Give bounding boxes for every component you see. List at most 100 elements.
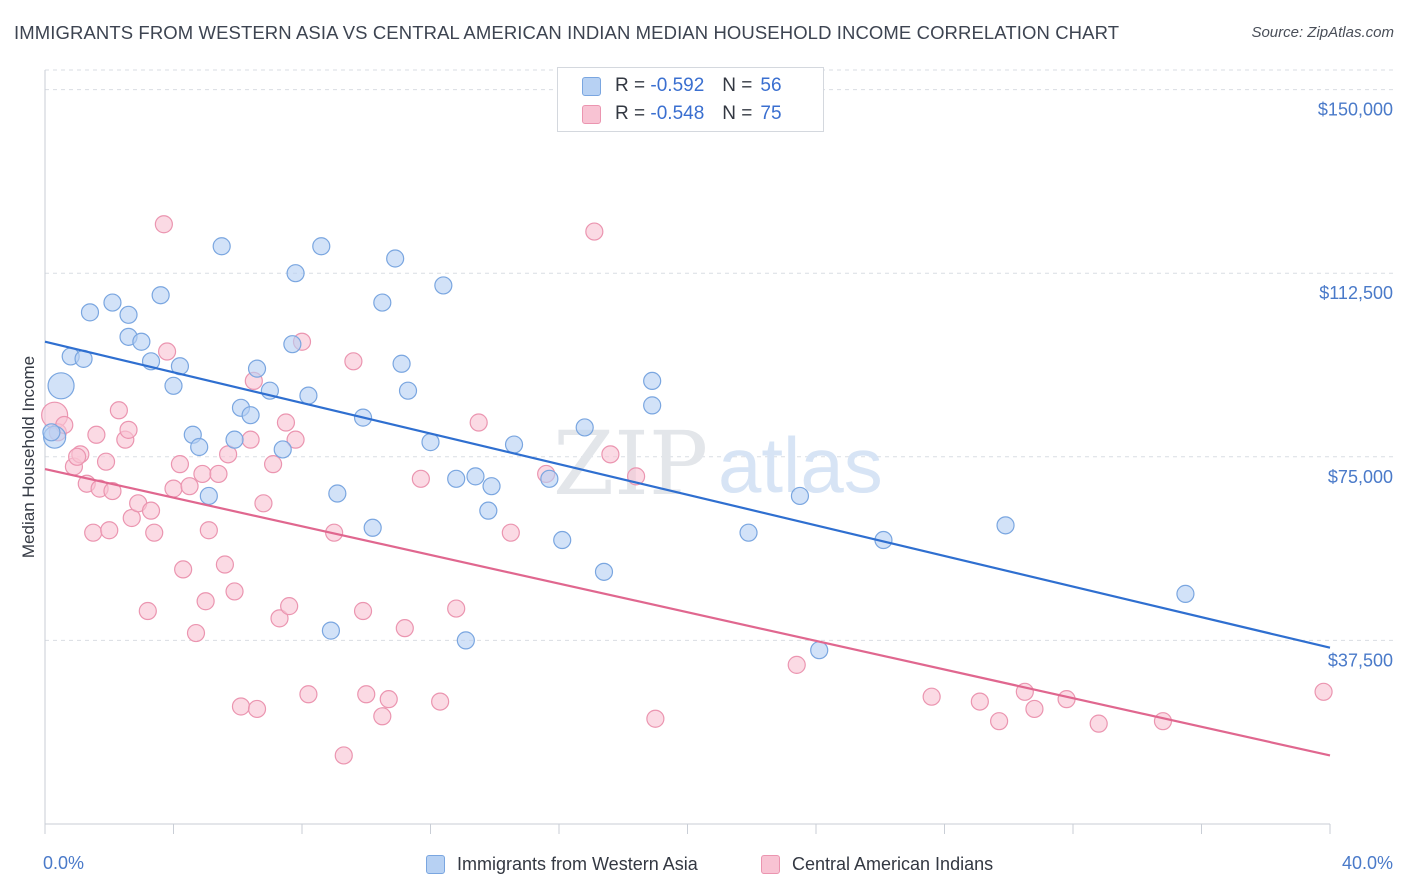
data-point: [447, 469, 466, 488]
data-point: [482, 477, 501, 496]
data-point: [469, 413, 488, 432]
data-point: [151, 286, 170, 305]
data-point: [196, 592, 215, 611]
data-point: [646, 709, 665, 728]
data-point: [247, 699, 267, 719]
watermark: ZIP atlas: [553, 412, 883, 515]
data-point: [164, 376, 183, 395]
data-point: [312, 237, 331, 256]
data-point: [286, 264, 305, 283]
data-point: [1025, 699, 1044, 719]
trend-lines: [44, 340, 1331, 757]
data-point: [199, 486, 218, 506]
data-point: [321, 621, 341, 640]
data-point: [379, 690, 398, 709]
data-point: [594, 562, 614, 581]
data-point: [270, 609, 289, 628]
data-point: [225, 430, 244, 449]
legend-n-label: N =: [722, 75, 753, 96]
data-point: [103, 293, 122, 312]
data-point: [643, 396, 662, 415]
bottom-legend-swatch-pink: [761, 854, 780, 874]
data-point: [84, 523, 103, 542]
data-point: [174, 560, 193, 579]
data-point: [421, 433, 440, 452]
y-tick-label: $112,500: [1319, 283, 1393, 303]
data-point: [180, 477, 199, 496]
data-point: [119, 305, 138, 324]
x-tick-labels: 0.0% 40.0%: [43, 853, 1393, 873]
data-point: [199, 521, 218, 540]
data-point: [1153, 712, 1173, 731]
data-point: [373, 707, 392, 726]
data-point: [193, 464, 212, 484]
y-tick-label: $75,000: [1328, 467, 1393, 487]
data-point: [119, 420, 138, 439]
data-point: [241, 430, 260, 449]
data-point: [479, 501, 498, 520]
data-point: [132, 332, 151, 351]
data-point: [241, 406, 260, 425]
y-tick-labels: $37,500 $75,000 $112,500 $150,000: [1318, 100, 1393, 671]
legend-row-pink: R = -0.548 N = 75: [582, 102, 782, 126]
data-point: [283, 335, 302, 354]
y-tick-label: $150,000: [1318, 100, 1393, 120]
legend-swatch-blue: [582, 76, 601, 96]
data-point: [395, 619, 414, 638]
data-point: [353, 601, 373, 621]
data-point: [103, 481, 122, 501]
data-point: [466, 467, 485, 486]
data-point: [138, 601, 157, 621]
data-point: [68, 447, 87, 466]
data-point: [970, 692, 989, 711]
data-point: [392, 354, 411, 373]
data-point: [575, 418, 594, 437]
data-point: [87, 425, 106, 444]
legend-r-label: R =: [615, 103, 646, 124]
data-point: [186, 623, 206, 643]
data-point: [810, 641, 829, 660]
data-point: [553, 530, 572, 550]
stats-legend: R = -0.592 N = 56 R = -0.548 N = 75: [557, 67, 824, 132]
bottom-legend-label-blue: Immigrants from Western Asia: [457, 853, 698, 874]
data-point: [170, 455, 190, 474]
legend-r-label: R =: [615, 75, 646, 96]
data-point: [540, 469, 559, 488]
data-point: [585, 222, 604, 241]
data-point: [157, 342, 177, 361]
data-point: [357, 685, 376, 704]
grid-lines: [45, 69, 1395, 641]
legend-r-value: -0.592: [650, 75, 705, 96]
data-point: [344, 352, 363, 371]
blue-points: [42, 237, 1195, 660]
y-axis-label: Median Household Income: [19, 356, 38, 558]
data-point: [96, 452, 116, 471]
data-point: [273, 440, 292, 459]
data-point: [411, 469, 430, 488]
data-point: [100, 521, 119, 540]
data-point: [42, 423, 61, 442]
data-point: [447, 599, 466, 618]
data-point: [209, 464, 228, 484]
x-tick-label: 0.0%: [43, 853, 84, 873]
data-point: [190, 437, 209, 457]
source-label: Source: ZipAtlas.com: [1251, 24, 1394, 41]
trend-line-blue: [44, 340, 1331, 649]
chart-title: IMMIGRANTS FROM WESTERN ASIA VS CENTRAL …: [14, 22, 1120, 43]
data-point: [363, 518, 382, 537]
bottom-legend-pink: Central American Indians: [761, 852, 993, 876]
data-point: [334, 746, 353, 765]
data-point: [386, 249, 405, 268]
data-point: [398, 381, 418, 400]
data-point: [254, 494, 273, 513]
data-point: [164, 479, 183, 498]
data-point: [80, 303, 100, 322]
legend-swatch-pink: [582, 104, 601, 124]
data-point: [373, 293, 392, 312]
bottom-legend-blue: Immigrants from Western Asia: [426, 852, 698, 876]
data-point: [215, 555, 234, 574]
data-point: [145, 523, 164, 542]
legend-row-blue: R = -0.592 N = 56: [582, 74, 782, 98]
data-point: [504, 435, 524, 454]
data-point: [601, 445, 620, 464]
